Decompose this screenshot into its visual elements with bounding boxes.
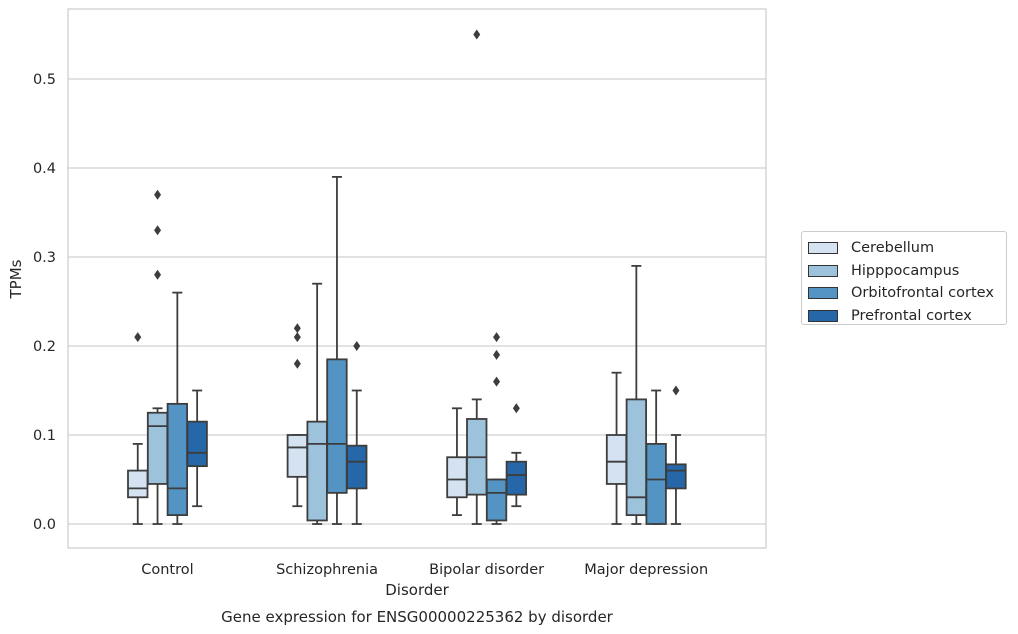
chart-title: Gene expression for ENSG00000225362 by d… [221, 608, 614, 626]
y-tick-label: 0.0 [33, 517, 56, 533]
outlier-point [293, 323, 301, 334]
outlier-point [293, 332, 301, 343]
iqr-box [645, 442, 667, 525]
y-tick-label: 0.3 [33, 250, 56, 266]
x-axis-label: Disorder [385, 581, 449, 599]
legend: Cerebellum Hipppocampus Orbitofrontal co… [801, 231, 1007, 325]
iqr-box [166, 402, 189, 517]
iqr-box [306, 420, 328, 522]
x-tick-labels: Control Schizophrenia Bipolar disorder Majo… [141, 562, 708, 578]
box-schizophrenia-orbitofrontal-cortex [326, 175, 348, 525]
iqr-box [446, 456, 468, 499]
outlier-point [154, 225, 162, 236]
box-bipolar-disorder-prefrontal-cortex [505, 403, 528, 508]
outlier-point [493, 332, 501, 343]
box-bipolar-disorder-orbitofrontal-cortex [485, 332, 508, 525]
y-tick-label: 0.1 [33, 428, 56, 444]
boxes [127, 29, 687, 525]
box-major-depression-orbitofrontal-cortex [645, 389, 667, 525]
box-major-depression-cerebellum [605, 371, 628, 525]
plot-area-frame [67, 8, 767, 549]
legend-label-prefrontal-cortex: Prefrontal cortex [851, 307, 972, 324]
iqr-box [485, 478, 508, 522]
outlier-point [293, 358, 301, 369]
outlier-point [672, 385, 680, 396]
legend-swatch-orbitofrontal-cortex [808, 287, 838, 300]
iqr-box [146, 411, 169, 485]
outlier-point [473, 29, 481, 40]
legend-item-prefrontal-cortex: Prefrontal cortex [808, 305, 1006, 328]
box-bipolar-disorder-cerebellum [446, 407, 468, 516]
outlier-point [353, 341, 361, 351]
legend-item-cerebellum: Cerebellum [808, 237, 1006, 260]
box-schizophrenia-hipppocampus [306, 282, 328, 525]
legend-swatch-cerebellum [808, 242, 838, 255]
iqr-box [186, 420, 208, 468]
box-major-depression-prefrontal-cortex [665, 385, 687, 525]
legend-item-orbitofrontal-cortex: Orbitofrontal cortex [808, 282, 1006, 305]
legend-label-cerebellum: Cerebellum [851, 240, 935, 257]
box-major-depression-hipppocampus [625, 264, 647, 525]
iqr-box [286, 434, 309, 478]
iqr-box [127, 469, 149, 499]
x-tick-label: Bipolar disorder [429, 562, 544, 578]
x-tick-label: Schizophrenia [276, 562, 378, 578]
y-tick-label: 0.2 [33, 339, 56, 355]
y-tick-labels: 0.0 0.1 0.2 0.3 0.4 0.5 [33, 72, 56, 533]
iqr-box [605, 434, 628, 485]
y-axis-label: TPMs [7, 259, 25, 299]
outlier-point [154, 269, 162, 280]
box-control-orbitofrontal-cortex [166, 291, 189, 525]
iqr-box [665, 463, 687, 490]
box-schizophrenia-prefrontal-cortex [346, 341, 368, 525]
y-tick-label: 0.5 [33, 72, 56, 88]
legend-item-hippocampus: Hipppocampus [808, 260, 1006, 283]
iqr-box [326, 358, 348, 494]
outlier-point [493, 349, 501, 360]
outlier-point [154, 189, 162, 200]
legend-label-hippocampus: Hipppocampus [851, 262, 960, 279]
outlier-point [134, 332, 142, 343]
legend-swatch-prefrontal-cortex [808, 309, 838, 322]
iqr-box [505, 460, 528, 496]
outlier-point [512, 403, 520, 414]
box-schizophrenia-cerebellum [286, 323, 309, 508]
box-control-cerebellum [127, 332, 149, 525]
iqr-box [346, 444, 368, 490]
box-control-hipppocampus [146, 189, 169, 525]
box-bipolar-disorder-hipppocampus [466, 29, 488, 525]
x-tick-label: Major depression [584, 562, 708, 578]
legend-swatch-hippocampus [808, 264, 838, 277]
outlier-point [493, 376, 501, 387]
box-control-prefrontal-cortex [186, 389, 208, 508]
y-tick-label: 0.4 [33, 161, 56, 177]
x-tick-label: Control [141, 562, 193, 578]
legend-label-orbitofrontal-cortex: Orbitofrontal cortex [851, 285, 994, 302]
